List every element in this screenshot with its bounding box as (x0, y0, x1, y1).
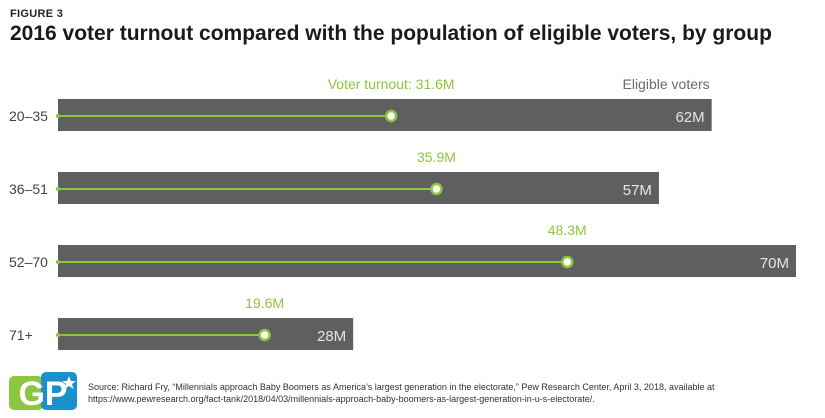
category-label: 36–51 (9, 181, 48, 197)
turnout-start-dot (55, 332, 61, 338)
turnout-value-label: 35.9M (417, 149, 456, 165)
eligible-value-label: 28M (317, 328, 346, 345)
turnout-value-label: Voter turnout: 31.6M (328, 76, 455, 92)
turnout-start-dot (55, 113, 61, 119)
chart-title: 2016 voter turnout compared with the pop… (10, 22, 772, 45)
turnout-start-dot (55, 186, 61, 192)
turnout-point (384, 109, 398, 123)
category-label: 20–35 (9, 108, 48, 124)
category-label: 71+ (9, 327, 33, 343)
turnout-point (430, 182, 443, 196)
chart: Eligible voters 20–35 62M Voter turnout: 31… (9, 76, 796, 350)
eligible-value-label: 62M (675, 109, 704, 126)
turnout-point (560, 255, 574, 269)
turnout-point (258, 328, 271, 342)
eligible-value-label: 57M (623, 182, 652, 199)
logo: GP (9, 372, 77, 412)
legend-eligible-voters: Eligible voters (623, 76, 710, 92)
turnout-start-dot (55, 259, 61, 265)
logo-g-tile (9, 376, 43, 410)
turnout-value-label: 48.3M (548, 222, 587, 238)
turnout-value-label: 19.6M (245, 295, 284, 311)
star-icon (62, 376, 76, 389)
source-note: Source: Richard Fry, “Millennials approa… (88, 382, 715, 404)
category-label: 52–70 (9, 254, 48, 270)
logo-text: GP (18, 375, 67, 412)
eligible-value-label: 70M (760, 255, 789, 272)
figure-label: FIGURE 3 (10, 8, 64, 20)
